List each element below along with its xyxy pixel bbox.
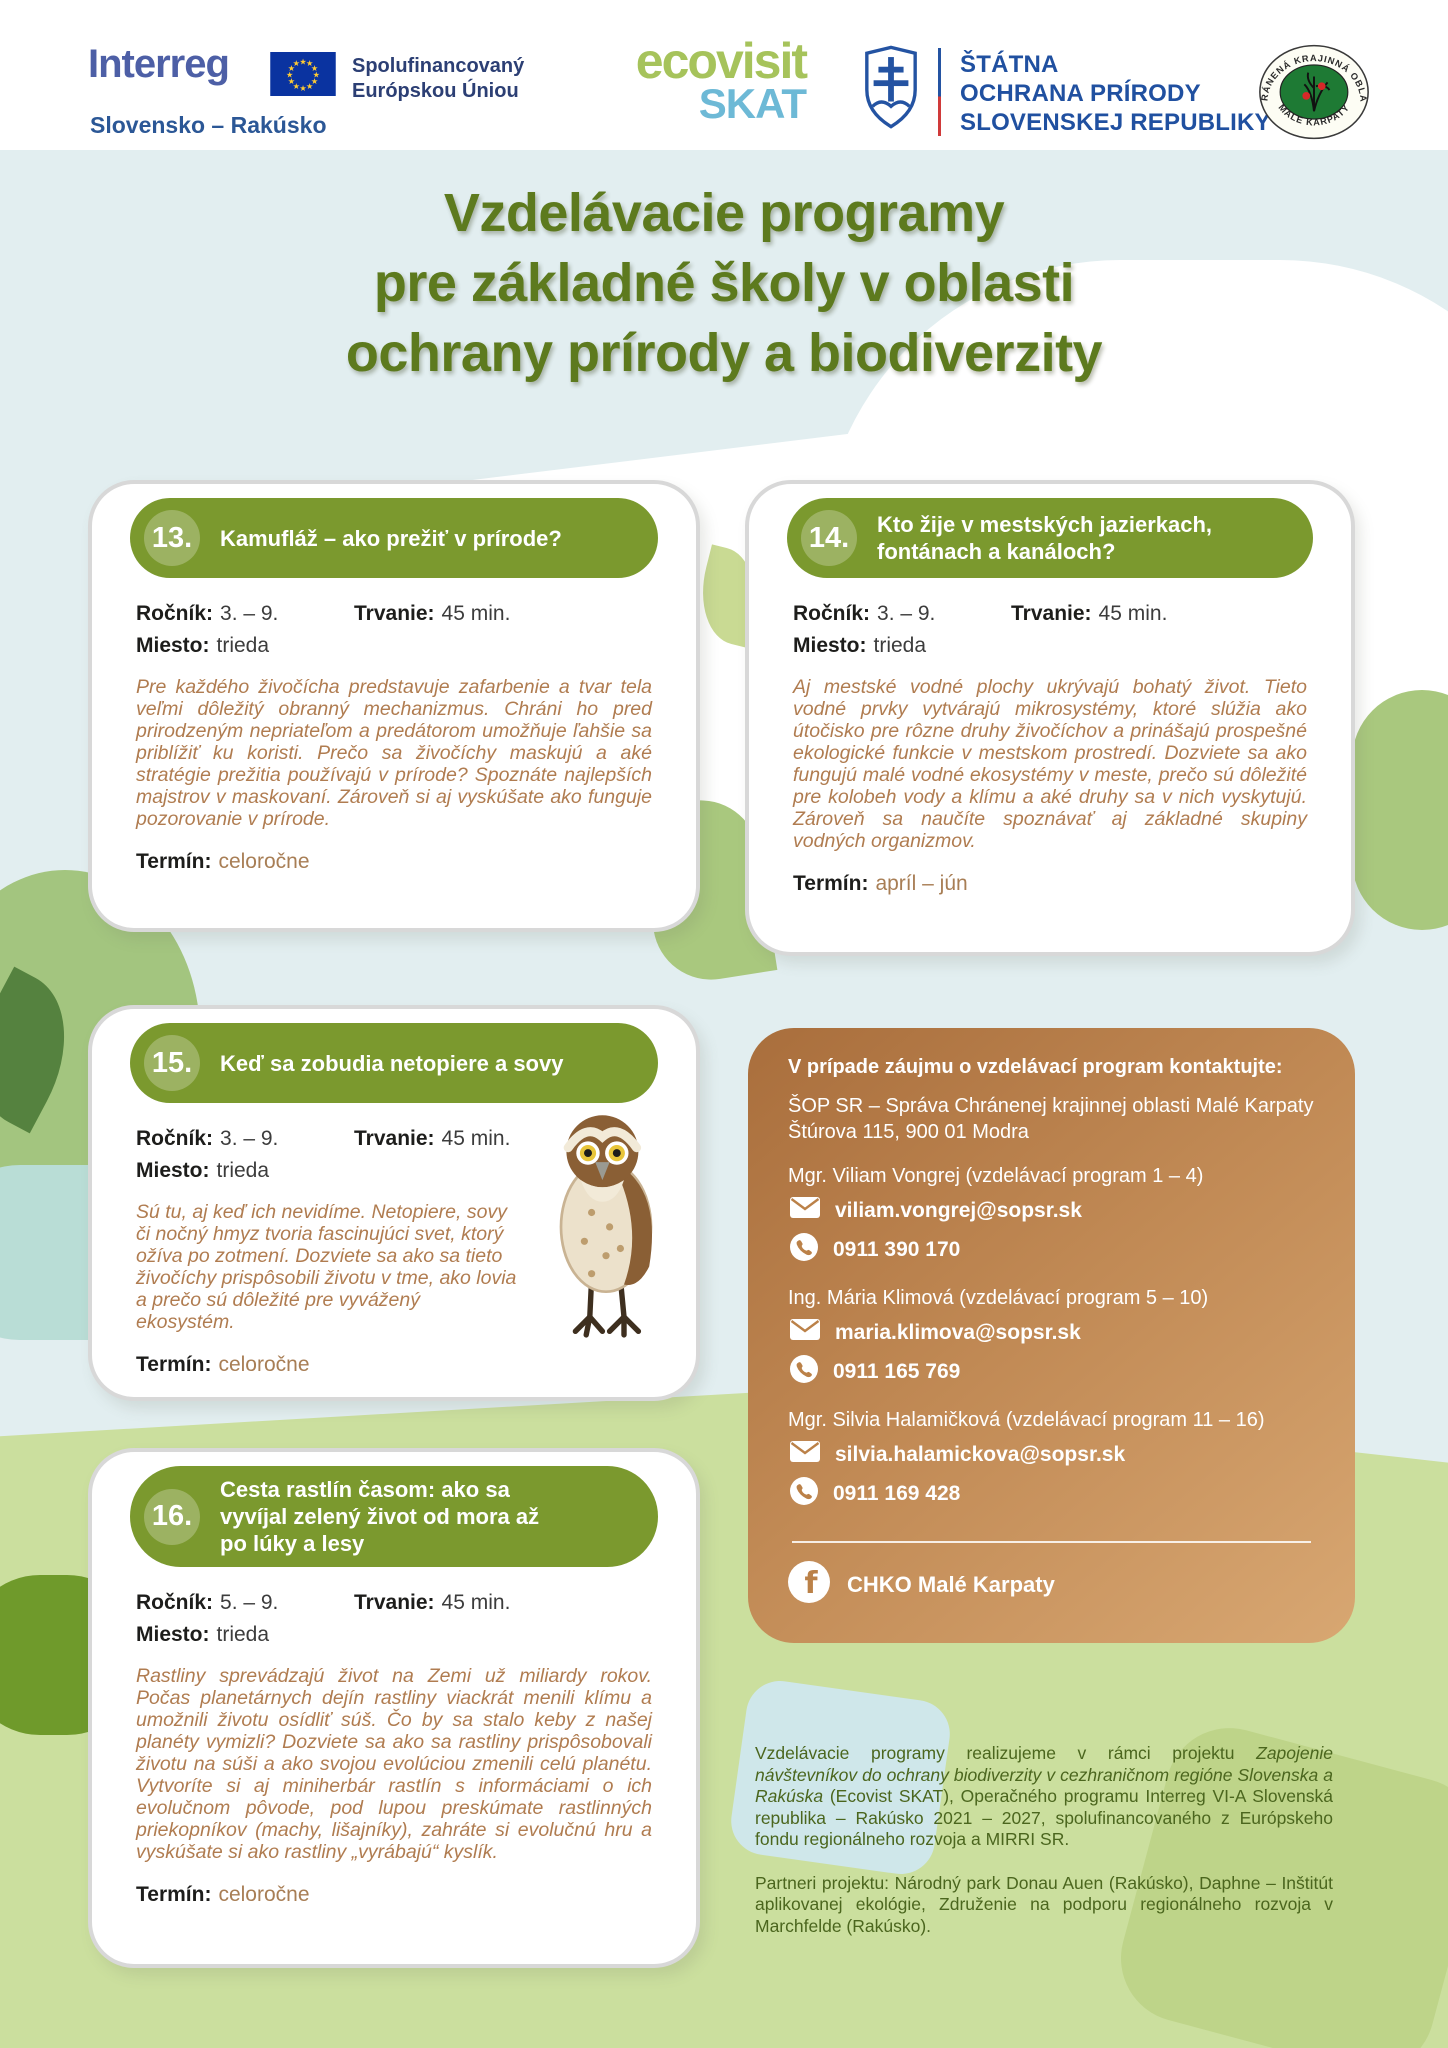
- program-card-14: 14. Kto žije v mestských jazierkach, fon…: [745, 480, 1355, 956]
- header-logo-bar: Interreg Slovensko – Rakúsko ★ ★ ★ ★ ★ ★ ★ ★ ★…: [0, 0, 1448, 150]
- ecovisit-skat-logo: ecovisit SKAT: [566, 33, 808, 127]
- program-termin: Termín: celoročne: [136, 1353, 310, 1376]
- phone-icon: [790, 1477, 818, 1511]
- svg-text:★: ★: [288, 63, 295, 73]
- skat-wordmark: SKAT: [698, 80, 807, 127]
- svg-text:★: ★: [311, 76, 318, 86]
- background-decoration: [1352, 690, 1448, 930]
- program-meta: Ročník: 3. – 9. Trvanie: 45 min. Miesto: tr…: [793, 602, 1168, 657]
- envelope-icon: [790, 1319, 820, 1346]
- contact-phone[interactable]: 0911 390 170: [788, 1233, 1315, 1267]
- contact-person-name: Mgr. Viliam Vongrej (vzdelávací program …: [788, 1165, 1204, 1187]
- program-termin: Termín: celoročne: [136, 1883, 310, 1906]
- divider: [792, 1541, 1311, 1543]
- contact-person-name: Mgr. Silvia Halamičková (vzdelávací prog…: [788, 1409, 1265, 1431]
- program-meta: Ročník: 3. – 9. Trvanie: 45 min. Miesto: tr…: [136, 1127, 511, 1182]
- program-header: 13. Kamufláž – ako prežiť v prírode?: [130, 498, 658, 578]
- program-termin: Termín: celoročne: [136, 850, 310, 873]
- program-header: 16. Cesta rastlín časom: ako sa vyvíjal …: [130, 1466, 658, 1567]
- program-number-badge: 16.: [144, 1488, 200, 1545]
- interreg-region-label: Slovensko – Rakúsko: [90, 112, 327, 138]
- contact-person-name: Ing. Mária Klimová (vzdelávací program 5…: [788, 1287, 1209, 1309]
- contact-email[interactable]: silvia.halamickova@sopsr.sk: [788, 1441, 1315, 1468]
- program-description: Sú tu, aj keď ich nevidíme. Netopiere, s…: [136, 1201, 517, 1333]
- svg-text:★: ★: [288, 76, 295, 86]
- program-card-15: 15. Keď sa zobudia netopiere a sovy Ročn…: [88, 1005, 700, 1401]
- program-description: Rastliny sprevádzajú život na Zemi už mi…: [136, 1665, 652, 1863]
- contact-panel: V prípade záujmu o vzdelávací program ko…: [748, 1028, 1355, 1643]
- svg-text:★: ★: [313, 70, 320, 80]
- program-meta: Ročník: 5. – 9. Trvanie: 45 min. Miesto: tr…: [136, 1591, 511, 1646]
- contact-phone[interactable]: 0911 169 428: [788, 1477, 1315, 1511]
- program-termin: Termín: apríl – jún: [793, 872, 968, 895]
- sopsr-wordmark: ŠTÁTNA OCHRANA PRÍRODY SLOVENSKEJ REPUBL…: [960, 51, 1271, 136]
- program-card-13: 13. Kamufláž – ako prežiť v prírode? Roč…: [88, 480, 700, 932]
- eu-cofund-label: Spolufinancovaný Európskou Úniou: [352, 55, 525, 102]
- svg-text:f: f: [804, 1566, 818, 1601]
- program-number-badge: 14.: [801, 510, 857, 566]
- program-card-16: 16. Cesta rastlín časom: ako sa vyvíjal …: [88, 1448, 700, 1968]
- program-title: Kto žije v mestských jazierkach, fontána…: [877, 512, 1213, 564]
- contact-email[interactable]: maria.klimova@sopsr.sk: [788, 1319, 1315, 1346]
- logo-divider: [938, 48, 941, 136]
- envelope-icon: [790, 1441, 820, 1468]
- eu-flag-icon: ★ ★ ★ ★ ★ ★ ★ ★ ★ ★ ★ ★: [270, 52, 336, 101]
- svg-text:★: ★: [306, 58, 313, 68]
- svg-text:★: ★: [293, 58, 300, 68]
- interreg-logo: Interreg: [88, 42, 230, 86]
- phone-icon: [790, 1355, 818, 1389]
- program-header: 14. Kto žije v mestských jazierkach, fon…: [787, 498, 1313, 578]
- program-title: Keď sa zobudia netopiere a sovy: [220, 1050, 564, 1076]
- project-funding-paragraph: Vzdelávacie programy realizujeme v rámci…: [755, 1743, 1333, 1849]
- project-partners-paragraph: Partneri projektu: Národný park Donau Au…: [755, 1872, 1333, 1936]
- program-header: 15. Keď sa zobudia netopiere a sovy: [130, 1023, 658, 1103]
- svg-text:★: ★: [293, 81, 300, 91]
- program-description: Aj mestské vodné plochy ukrývajú bohatý …: [793, 676, 1307, 852]
- phone-icon: [790, 1233, 818, 1267]
- program-title: Cesta rastlín časom: ako sa vyvíjal zele…: [220, 1477, 540, 1556]
- program-title: Kamufláž – ako prežiť v prírode?: [220, 525, 562, 551]
- project-footnote: Vzdelávacie programy realizujeme v rámci…: [755, 1743, 1333, 1937]
- program-number-badge: 13.: [144, 510, 200, 566]
- facebook-icon: f: [788, 1561, 830, 1609]
- owl-illustration: [516, 1108, 696, 1349]
- contact-phone[interactable]: 0911 165 769: [788, 1355, 1315, 1389]
- chko-male-karpaty-badge-icon: CHRÁNENÁ KRAJINNÁ OBLASŤ MALÉ KARPATY: [1252, 33, 1372, 149]
- program-description: Pre každého živočícha predstavuje zafarb…: [136, 676, 652, 830]
- ecovisit-wordmark: ecovisit: [635, 33, 808, 89]
- contact-heading: V prípade záujmu o vzdelávací program ko…: [788, 1056, 1283, 1078]
- contact-organization: ŠOP SR – Správa Chránenej krajinnej obla…: [788, 1095, 1314, 1143]
- slovak-coat-of-arms-icon: [862, 44, 920, 137]
- svg-text:★: ★: [311, 63, 318, 73]
- svg-text:★: ★: [306, 81, 313, 91]
- program-meta: Ročník: 3. – 9. Trvanie: 45 min. Miesto: tr…: [136, 602, 511, 657]
- page-title: Vzdelávacie programy pre základné školy …: [345, 183, 1103, 383]
- facebook-link[interactable]: f CHKO Malé Karpaty: [788, 1561, 1315, 1609]
- svg-text:★: ★: [299, 83, 306, 93]
- envelope-icon: [790, 1197, 820, 1224]
- program-number-badge: 15.: [144, 1035, 200, 1091]
- contact-email[interactable]: viliam.vongrej@sopsr.sk: [788, 1197, 1315, 1224]
- svg-text:★: ★: [299, 56, 306, 66]
- svg-text:★: ★: [286, 70, 293, 80]
